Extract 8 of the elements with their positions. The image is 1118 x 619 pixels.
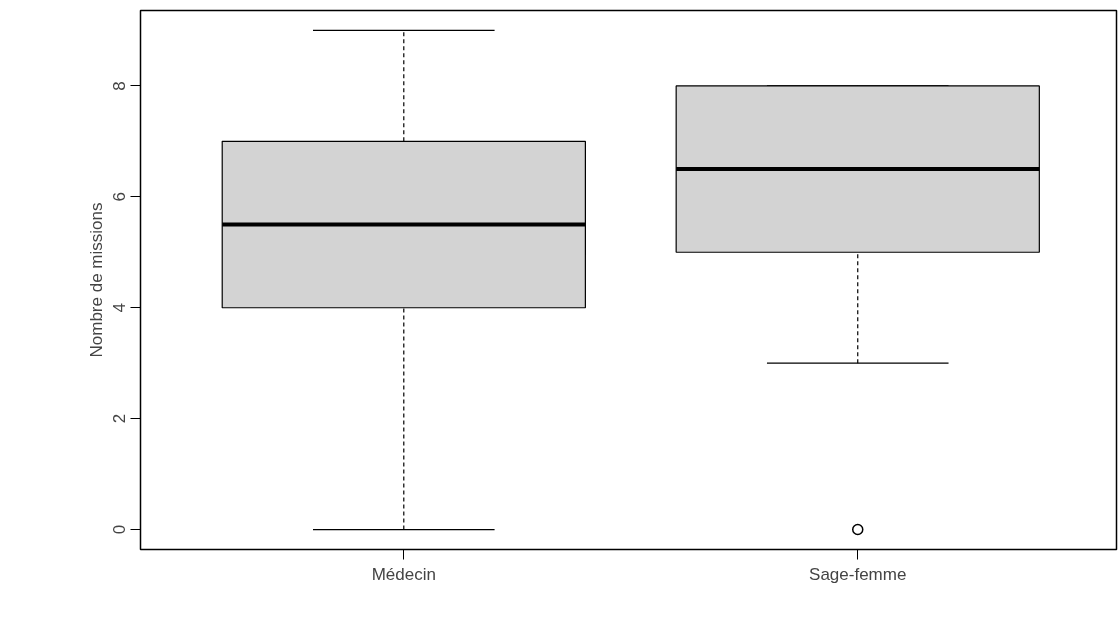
x-tick-label: Sage-femme: [809, 564, 907, 584]
y-tick-label: 2: [110, 413, 130, 424]
y-tick-label: 8: [110, 81, 130, 91]
y-tick-label: 4: [110, 302, 130, 313]
y-axis-title: Nombre de missions: [86, 202, 106, 358]
y-tick-label: 6: [110, 192, 130, 202]
x-tick-label: Médecin: [371, 564, 436, 584]
y-tick-label: 0: [110, 524, 130, 535]
